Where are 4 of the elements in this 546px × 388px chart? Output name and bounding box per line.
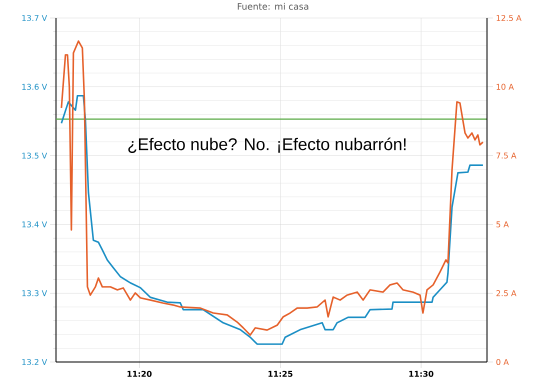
line-series (60, 40, 484, 336)
source-note: Fuente: mi casa (238, 2, 308, 10)
line-series (60, 94, 484, 345)
annotation: ¿Efecto nube? No. ¡Efecto nubarrón! (128, 138, 406, 153)
